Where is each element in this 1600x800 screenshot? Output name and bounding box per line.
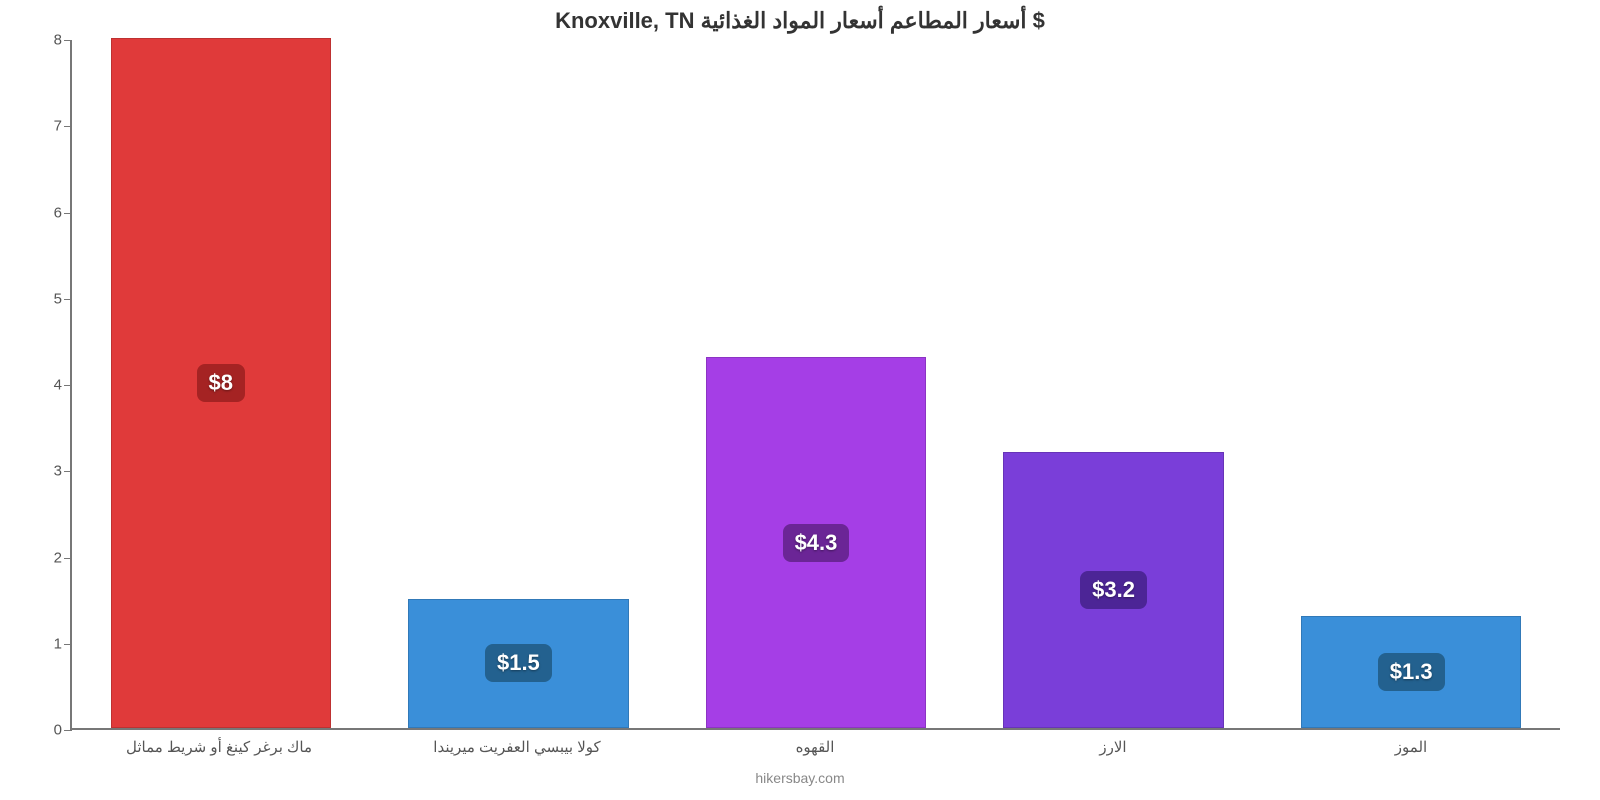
x-axis-label: القهوه: [666, 738, 964, 756]
y-tick-label: 4: [28, 377, 62, 394]
x-axis-label: كولا بيبسي العفريت ميريندا: [368, 738, 666, 756]
y-tick-label: 5: [28, 290, 62, 307]
y-tick-label: 8: [28, 32, 62, 49]
bar-value-label: $3.2: [1080, 571, 1147, 609]
y-tick-label: 2: [28, 549, 62, 566]
y-tick-mark: [64, 558, 72, 559]
x-axis-labels: ماك برغر كينغ أو شريط مماثلكولا بيبسي ال…: [70, 738, 1560, 756]
bar-value-label: $1.5: [485, 644, 552, 682]
y-tick-label: 0: [28, 722, 62, 739]
y-tick-label: 6: [28, 204, 62, 221]
bar: $4.3: [706, 357, 926, 728]
bar-slot: $1.5: [370, 40, 668, 728]
bar-value-label: $1.3: [1378, 653, 1445, 691]
bar-value-label: $8: [197, 364, 245, 402]
bars-group: $8 $1.5 $4.3 $3.2 $1.3: [72, 40, 1560, 728]
chart-container: Knoxville, TN أسعار المطاعم أسعار المواد…: [0, 0, 1600, 800]
y-tick-label: 1: [28, 635, 62, 652]
y-tick-mark: [64, 644, 72, 645]
bar-slot: $3.2: [965, 40, 1263, 728]
plot-area: $8$1.5$4.3$3.2$1.3 012345678: [70, 40, 1560, 730]
y-tick-mark: [64, 385, 72, 386]
bar-slot: $1.3: [1262, 40, 1560, 728]
x-axis-label: ماك برغر كينغ أو شريط مماثل: [70, 738, 368, 756]
y-tick-mark: [64, 40, 72, 41]
y-tick-mark: [64, 126, 72, 127]
y-tick-label: 7: [28, 118, 62, 135]
attribution-text: hikersbay.com: [0, 770, 1600, 786]
bar: $3.2: [1003, 452, 1223, 728]
bar: $1.5: [408, 599, 628, 728]
x-axis-label: الموز: [1262, 738, 1560, 756]
bar: $8: [111, 38, 331, 728]
chart-title: Knoxville, TN أسعار المطاعم أسعار المواد…: [0, 8, 1600, 34]
bar-value-label: $4.3: [783, 524, 850, 562]
bar: $1.3: [1301, 616, 1521, 728]
bar-slot: $4.3: [667, 40, 965, 728]
y-tick-mark: [64, 471, 72, 472]
y-tick-mark: [64, 299, 72, 300]
y-tick-mark: [64, 730, 72, 731]
y-tick-label: 3: [28, 463, 62, 480]
y-tick-mark: [64, 213, 72, 214]
x-axis-label: الارز: [964, 738, 1262, 756]
bar-slot: $8: [72, 40, 370, 728]
